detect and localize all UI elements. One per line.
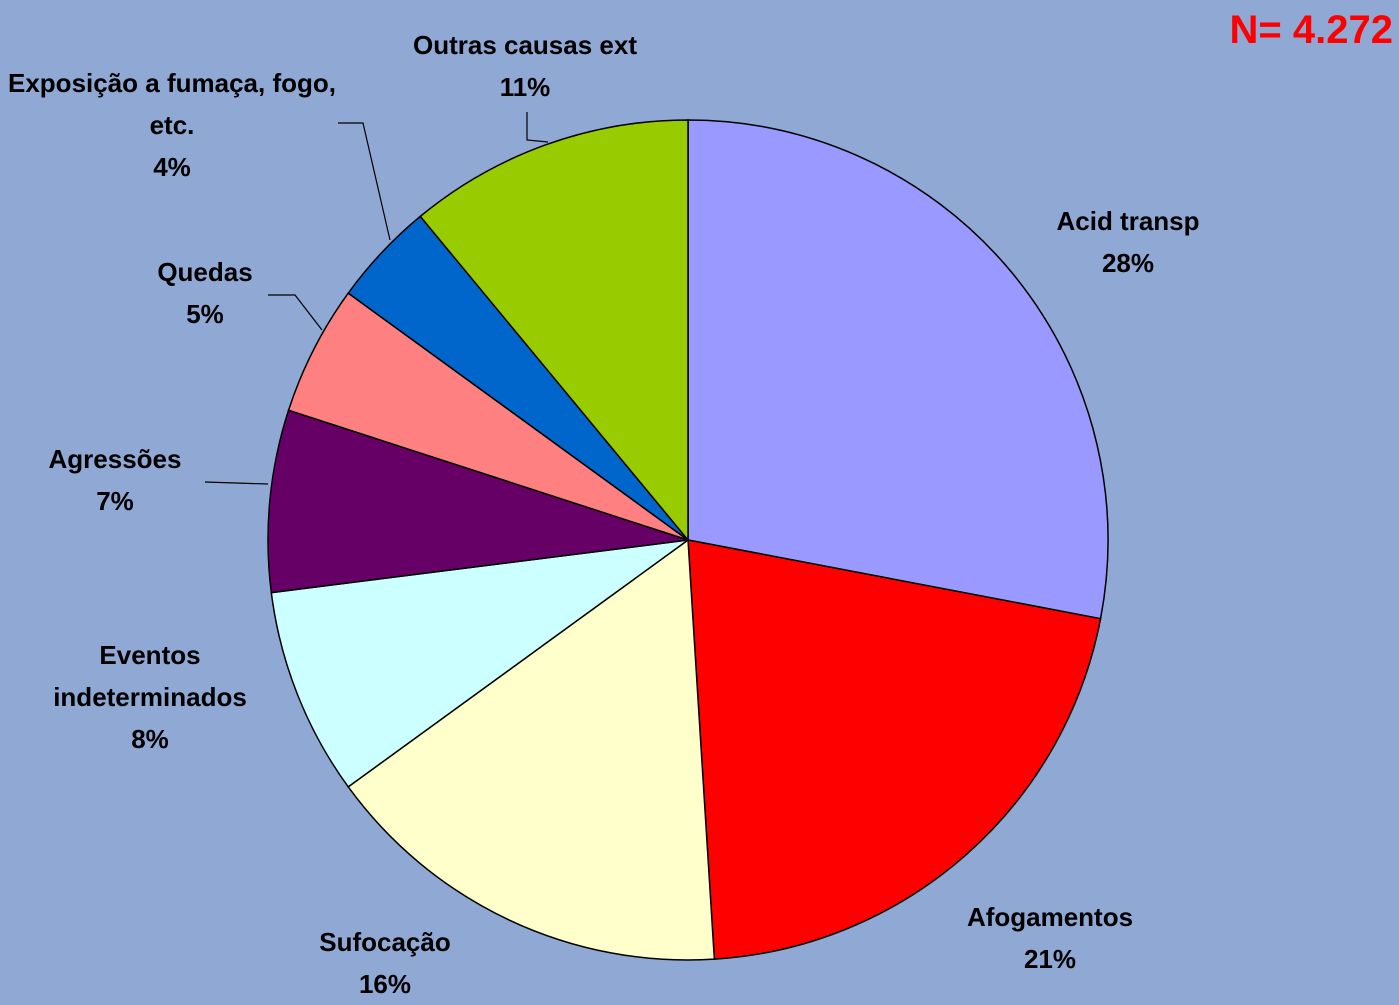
category-name: Agressões (48, 444, 182, 474)
pie-slice (687, 119, 1109, 620)
slice-label: Sufocação 16% (235, 921, 535, 1005)
leader-line (338, 122, 391, 241)
slice-label: Quedas 5% (105, 251, 305, 335)
slice-label: Agressões 7% (0, 438, 245, 522)
percent-label: 11% (499, 72, 551, 102)
category-name: Sufocação (319, 927, 451, 957)
slice-label: Afogamentos 21% (900, 896, 1200, 980)
category-name: Acid transp (1056, 206, 1200, 236)
slice-label: Outras causas ext 11% (355, 24, 695, 108)
category-name: Afogamentos (966, 902, 1134, 932)
leader-lines (204, 112, 549, 485)
category-name: Outras causas ext (412, 30, 637, 60)
sample-size: N= 4.272 (1229, 8, 1393, 52)
slice-label: Eventos indeterminados 8% (20, 634, 280, 760)
percent-label: 5% (186, 299, 224, 329)
percent-label: 8% (131, 724, 169, 754)
pie-slice (347, 538, 716, 961)
pie-slice (267, 409, 689, 594)
leader-line (204, 481, 269, 485)
slice-label: Acid transp 28% (978, 200, 1278, 284)
category-name: Quedas (157, 257, 253, 287)
leader-line (268, 294, 323, 331)
percent-label: 7% (96, 486, 134, 516)
percent-label: 16% (358, 969, 412, 999)
leader-line (526, 112, 549, 143)
pie-slice (419, 119, 689, 543)
pie-slice (687, 539, 1102, 960)
percent-label: 4% (153, 152, 191, 182)
percent-label: 21% (1023, 944, 1077, 974)
category-name: Exposição a fumaça, fogo, etc. (8, 68, 336, 140)
category-name: Eventos indeterminados (53, 640, 247, 712)
slice-label: Exposição a fumaça, fogo, etc. 4% (2, 62, 342, 188)
pie-slice (270, 539, 689, 788)
percent-label: 28% (1101, 248, 1155, 278)
